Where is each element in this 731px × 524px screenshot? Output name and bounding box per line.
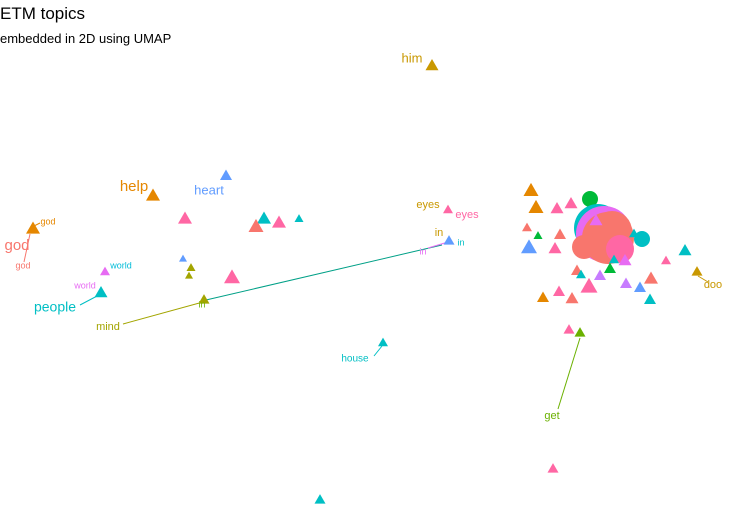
topic-point-37	[580, 277, 598, 293]
topic-point-42	[620, 277, 632, 288]
topic-point-34	[554, 228, 566, 239]
topic-point-43	[634, 281, 646, 292]
topic-point-23	[691, 266, 703, 276]
label-connector-0	[205, 244, 443, 301]
topic-point-22	[314, 494, 326, 504]
topic-point-39	[537, 291, 549, 302]
point-label-heart: heart	[194, 182, 224, 197]
topic-point-17	[443, 235, 455, 245]
point-label-doo: doo	[704, 279, 722, 291]
label-connector-6	[697, 275, 709, 283]
topic-point-15	[224, 269, 240, 284]
chart-title: ETM topics	[0, 4, 86, 23]
cluster-point-6	[572, 235, 596, 259]
point-label-help: help	[120, 178, 148, 195]
cluster-point-0	[582, 191, 598, 207]
label-connector-5	[373, 345, 383, 357]
topic-point-13	[186, 263, 196, 271]
label-connector-1	[122, 301, 204, 325]
point-label-house: house	[341, 354, 369, 365]
point-label-in: in	[457, 237, 464, 247]
topic-point-20	[563, 324, 575, 334]
topic-point-24	[678, 243, 692, 256]
topic-point-19	[574, 327, 586, 337]
topic-point-32	[533, 231, 543, 239]
cluster-point-7	[634, 231, 650, 247]
topic-point-33	[522, 222, 532, 232]
label-connector-3	[23, 233, 31, 263]
topic-point-44	[644, 293, 656, 304]
label-connector-4	[557, 337, 581, 410]
topic-point-40	[565, 291, 579, 304]
topic-point-6	[198, 294, 210, 304]
topic-point-49	[618, 253, 632, 266]
chart-subtitle: embedded in 2D using UMAP	[0, 31, 172, 46]
point-label-god: god	[15, 260, 30, 270]
topic-point-46	[604, 262, 616, 273]
topic-point-8	[257, 211, 271, 224]
point-label-in: in	[198, 299, 205, 309]
topic-point-45	[644, 271, 658, 284]
point-label-god: god	[40, 216, 55, 226]
topic-point-12	[179, 254, 187, 262]
point-label-him: him	[402, 50, 423, 65]
topic-point-0	[425, 58, 439, 71]
topic-point-50	[629, 228, 639, 238]
point-label-god: god	[4, 237, 29, 254]
topic-point-48	[589, 213, 603, 226]
topic-point-31	[548, 241, 562, 254]
topic-point-18	[378, 337, 388, 347]
topic-point-3	[26, 221, 40, 234]
topic-point-27	[528, 199, 544, 213]
point-label-eyes: eyes	[455, 209, 479, 221]
topic-point-10	[272, 215, 286, 228]
topic-point-11	[294, 214, 304, 222]
topic-point-41	[594, 269, 606, 280]
topic-point-21	[547, 463, 559, 473]
point-label-in: in	[435, 227, 444, 239]
point-label-world: world	[73, 280, 96, 290]
topic-point-25	[661, 255, 671, 265]
topic-point-29	[564, 196, 578, 209]
topic-point-14	[185, 271, 193, 279]
topic-point-4	[100, 266, 110, 276]
topic-point-2	[220, 169, 232, 180]
topic-point-36	[576, 269, 586, 279]
point-label-world: world	[109, 260, 132, 270]
cluster-point-5	[606, 235, 634, 263]
topic-point-16	[443, 204, 453, 214]
topic-point-47	[609, 254, 619, 264]
topic-point-28	[550, 201, 564, 214]
topic-point-30	[521, 239, 537, 254]
topic-point-5	[94, 285, 108, 298]
point-label-in: in	[419, 246, 426, 256]
topic-point-7	[178, 211, 192, 224]
topic-point-1	[146, 188, 160, 201]
topic-point-38	[553, 285, 565, 296]
point-label-get: get	[544, 410, 559, 422]
point-label-eyes: eyes	[416, 199, 440, 211]
topic-point-9	[248, 218, 264, 232]
topic-point-26	[523, 182, 539, 196]
point-label-mind: mind	[96, 321, 120, 333]
point-label-people: people	[34, 299, 76, 315]
